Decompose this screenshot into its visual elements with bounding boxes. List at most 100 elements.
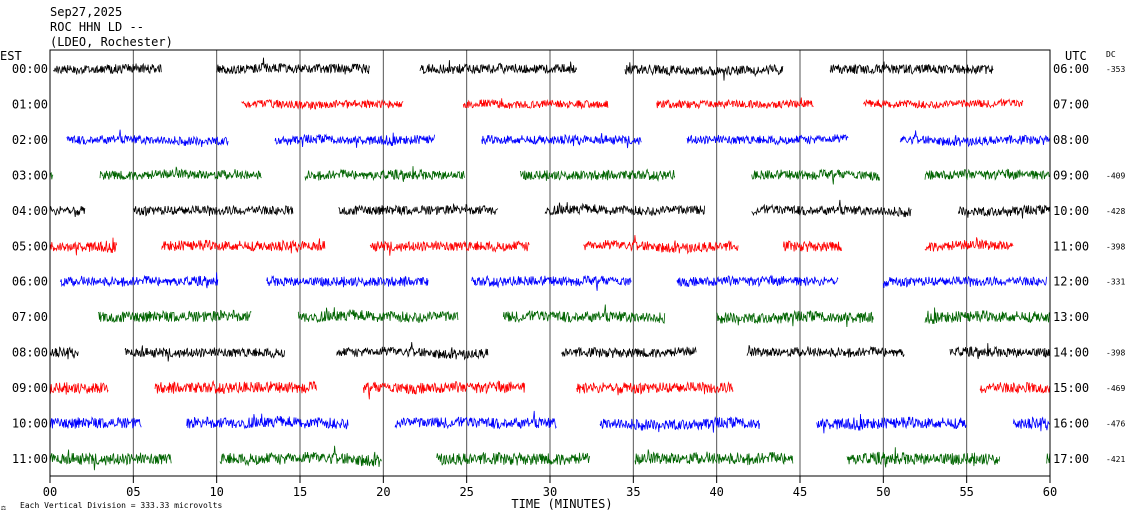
trace-segment [462,98,609,110]
row-label-est: 08:00 [12,346,48,360]
row-label-utc: 10:00 [1053,204,1089,218]
trace-segment [124,345,285,362]
dc-title: DC [1106,50,1116,59]
trace-segment [471,274,632,291]
vertical-gridlines [132,50,968,476]
trace-segment [816,413,967,434]
trace-segment [49,237,117,256]
row-dc-value: -428 [1106,207,1125,216]
trace-segment [502,304,666,324]
trace-segment [66,129,229,148]
row-label-est: 02:00 [12,133,48,147]
row-label-utc: 08:00 [1053,133,1089,147]
trace-segment [49,416,142,429]
row-label-est: 04:00 [12,204,48,218]
trace-segment [49,206,86,217]
trace-segment [99,166,262,181]
row-dc-value: -469 [1106,384,1125,393]
trace-segment [133,204,294,217]
row-label-utc: 16:00 [1053,417,1089,431]
trace-segment [924,307,1051,325]
row-label-utc: 11:00 [1053,239,1089,253]
row-label-est: 07:00 [12,310,48,324]
trace-segment [949,343,1050,360]
trace-segment [862,97,1024,109]
trace-segment [186,413,349,430]
trace-segment [338,202,499,217]
trace-segment [957,204,1050,219]
x-tick-label: 15 [293,485,307,499]
x-tick-label: 20 [376,485,390,499]
right-axis-title: UTC [1065,49,1087,63]
trace-segment [519,168,676,182]
row-label-utc: 09:00 [1053,168,1089,182]
trace-segment [751,168,880,185]
trace-segment [59,272,219,289]
trace-segment [419,60,577,75]
trace-segment [1012,416,1051,432]
trace-segment [369,240,530,256]
trace-segment [297,307,459,324]
trace-rows [49,57,1051,471]
x-tick-label: 55 [959,485,973,499]
x-axis-ticks: 00 05 10 15 20 25 30 35 40 45 50 55 60 [43,476,1057,499]
x-tick-label: 35 [626,485,640,499]
scale-mark: ⚖ [1,503,6,512]
trace-segment [599,416,760,433]
trace-segment [544,202,705,216]
trace-segment [924,237,1014,252]
left-axis-title: EST [0,49,22,63]
trace-segment [676,274,839,288]
trace-segment [154,380,317,395]
row-label-utc: 15:00 [1053,381,1089,395]
x-axis-label: TIME (MINUTES) [511,497,612,511]
trace-segment [49,382,109,395]
x-tick-label: 10 [209,485,223,499]
row-dc-value: -409 [1106,171,1125,180]
trace-segment [882,275,1047,289]
trace-segment [716,309,874,328]
row-label-est: 11:00 [12,452,48,466]
trace-segment [751,199,912,218]
x-tick-label: 00 [43,485,57,499]
trace-segment [304,166,465,182]
trace-segment [241,98,404,111]
header-date: Sep27,2025 [50,5,122,19]
row-label-utc: 14:00 [1053,346,1089,360]
trace-segment [634,449,794,466]
trace-segment [52,62,162,75]
row-label-utc: 17:00 [1053,452,1089,466]
row-dc-value: -421 [1106,455,1125,464]
trace-segment [49,449,172,471]
trace-segment [576,381,734,396]
trace-segment [481,133,642,149]
trace-segment [846,447,1001,468]
trace-segment [97,309,252,323]
row-label-est: 00:00 [12,62,48,76]
row-label-utc: 12:00 [1053,275,1089,289]
row-label-est: 03:00 [12,168,48,182]
row-label-est: 09:00 [12,381,48,395]
header-station: ROC HHN LD -- [50,20,144,34]
trace-segment [436,451,591,466]
x-tick-label: 30 [543,485,557,499]
row-label-est: 05:00 [12,239,48,253]
trace-segment [161,238,326,254]
trace-segment [362,380,526,400]
row-dc-value: -331 [1106,278,1125,287]
header-network: (LDEO, Rochester) [50,35,173,49]
trace-segment [686,134,849,146]
trace-segment [561,346,697,358]
trace-segment [924,168,1051,181]
trace-segment [49,346,79,360]
row-label-est: 10:00 [12,417,48,431]
row-label-utc: 13:00 [1053,310,1089,324]
row-dc-value: -353 [1106,65,1125,74]
x-tick-label: 60 [1043,485,1057,499]
trace-segment [656,97,814,110]
x-tick-label: 45 [793,485,807,499]
row-dc-value: -398 [1106,349,1125,358]
row-label-utc: 07:00 [1053,97,1089,111]
trace-segment [394,410,557,430]
